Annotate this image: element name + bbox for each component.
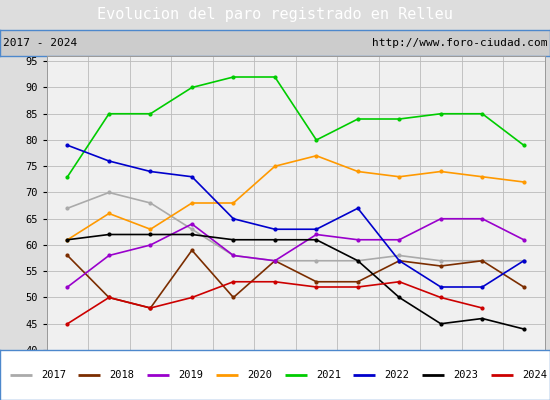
- Text: Evolucion del paro registrado en Relleu: Evolucion del paro registrado en Relleu: [97, 8, 453, 22]
- Text: 2017 - 2024: 2017 - 2024: [3, 38, 77, 48]
- Text: 2019: 2019: [178, 370, 204, 380]
- Text: 2021: 2021: [316, 370, 341, 380]
- Text: 2023: 2023: [453, 370, 478, 380]
- Text: 2017: 2017: [41, 370, 66, 380]
- Text: 2018: 2018: [110, 370, 135, 380]
- Text: 2020: 2020: [248, 370, 272, 380]
- Text: 2022: 2022: [385, 370, 410, 380]
- Text: http://www.foro-ciudad.com: http://www.foro-ciudad.com: [372, 38, 547, 48]
- Text: 2024: 2024: [522, 370, 547, 380]
